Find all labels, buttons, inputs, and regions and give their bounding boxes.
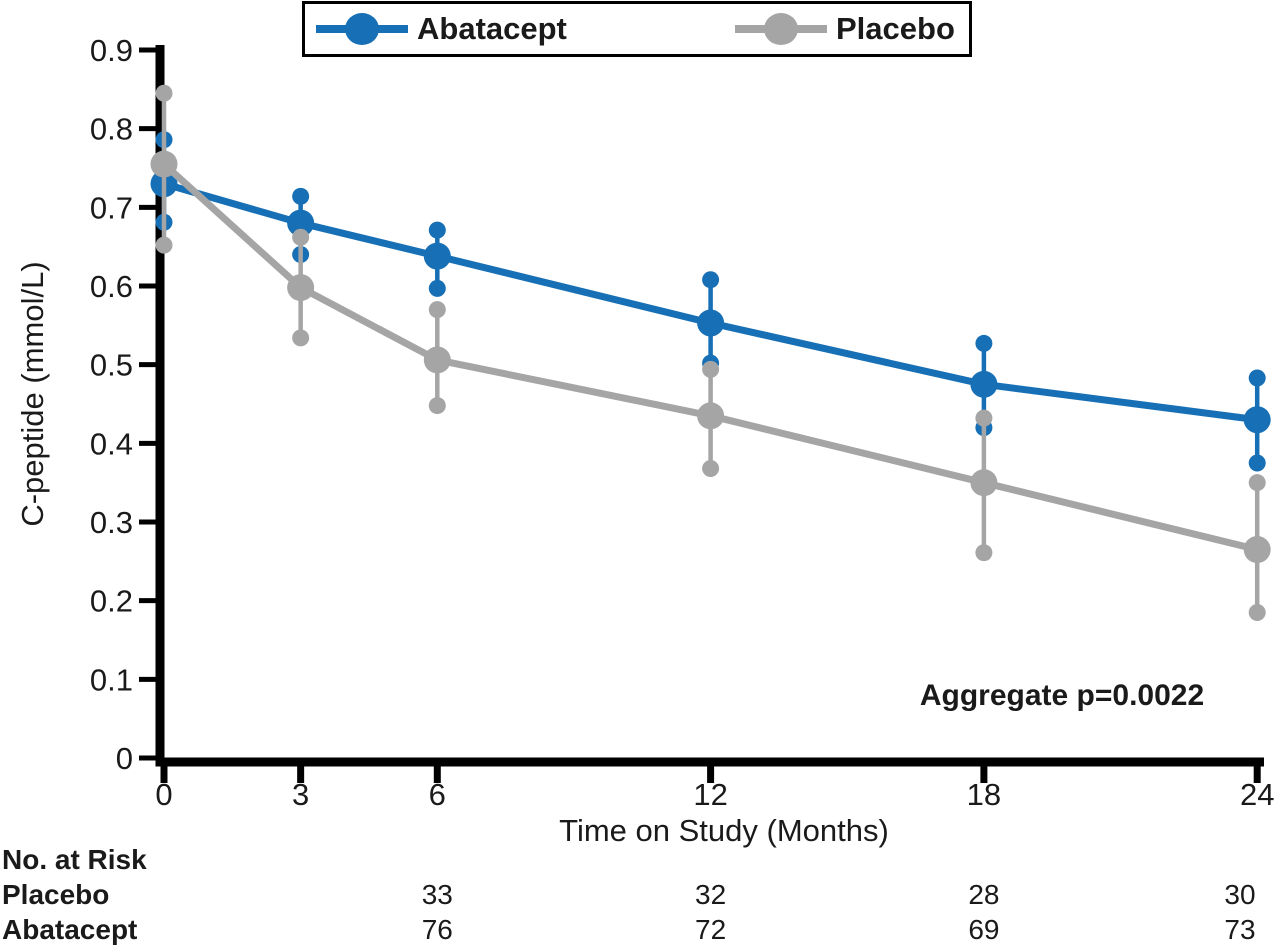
mean-dot-placebo	[697, 402, 725, 430]
y-tick-label: 0.9	[90, 33, 133, 68]
ci-upper-dot-placebo	[428, 301, 446, 319]
placebo-marker-icon	[735, 13, 827, 45]
y-tick-label: 0.1	[90, 662, 133, 697]
y-tick-label: 0.3	[90, 505, 133, 540]
ci-lower-dot-abatacept	[428, 279, 446, 297]
risk-row-label-placebo: Placebo	[2, 879, 110, 910]
ci-upper-dot-abatacept	[975, 334, 993, 352]
x-tick-label: 18	[967, 777, 1001, 812]
p-value-annotation: Aggregate p=0.0022	[919, 679, 1205, 712]
mean-dot-placebo	[287, 274, 315, 302]
trend-line-placebo	[161, 161, 1259, 553]
ci-upper-dot-placebo	[292, 228, 310, 246]
ci-lower-dot-placebo	[1248, 603, 1266, 621]
mean-dot-abatacept	[970, 370, 998, 398]
mean-dot-abatacept	[1243, 406, 1271, 434]
y-tick-label: 0.7	[90, 190, 133, 225]
mean-dot-abatacept	[287, 209, 315, 237]
ci-lower-dot-placebo	[155, 236, 173, 254]
ci-upper-dot-abatacept	[1248, 369, 1266, 387]
y-tick-label: 0.8	[90, 112, 133, 147]
y-tick-label: 0.4	[90, 426, 133, 461]
y-tick-label: 0.6	[90, 269, 133, 304]
ci-lower-dot-placebo	[428, 397, 446, 415]
legend-label-abatacept: Abatacept	[417, 11, 567, 46]
risk-value-placebo-m6: 33	[421, 879, 453, 910]
ci-upper-dot-placebo	[1248, 474, 1266, 492]
x-tick-label: 0	[155, 777, 172, 812]
legend: Abatacept Placebo	[302, 1, 972, 57]
ci-upper-dot-abatacept	[702, 271, 720, 289]
ci-lower-dot-placebo	[975, 544, 993, 562]
risk-value-abatacept-m24: 73	[1224, 914, 1256, 945]
x-tick-label: 3	[292, 777, 309, 812]
ci-lower-dot-abatacept	[1248, 454, 1266, 472]
y-axis-title: C-peptide (mmol/L)	[15, 261, 50, 527]
mean-dot-placebo	[150, 150, 178, 178]
mean-dot-abatacept	[423, 242, 451, 270]
risk-value-placebo-m12: 32	[695, 879, 727, 910]
risk-value-placebo-m18: 28	[968, 879, 1000, 910]
y-tick-label: 0.5	[90, 348, 133, 383]
legend-item-placebo: Placebo	[735, 4, 955, 54]
mean-dot-abatacept	[697, 309, 725, 337]
risk-row-label-abatacept: Abatacept	[2, 914, 138, 945]
ci-lower-dot-placebo	[292, 329, 310, 347]
x-axis-title: Time on Study (Months)	[559, 813, 889, 848]
risk-value-abatacept-m12: 72	[695, 914, 727, 945]
abatacept-marker-icon	[316, 13, 408, 45]
x-tick-label: 24	[1240, 777, 1274, 812]
ci-upper-dot-placebo	[702, 360, 720, 378]
mean-dot-placebo	[970, 469, 998, 497]
y-tick-label: 0	[116, 741, 133, 776]
ci-upper-dot-placebo	[155, 84, 173, 102]
mean-dot-placebo	[1243, 536, 1271, 564]
trend-line-abatacept	[163, 180, 1258, 424]
x-tick-label: 6	[429, 777, 446, 812]
risk-value-abatacept-m18: 69	[968, 914, 1000, 945]
risk-value-placebo-m24: 30	[1224, 879, 1256, 910]
y-tick-label: 0.2	[90, 584, 133, 619]
mean-dot-placebo	[423, 346, 451, 374]
risk-value-abatacept-m6: 76	[421, 914, 453, 945]
ci-upper-dot-abatacept	[292, 187, 310, 205]
risk-table-title: No. at Risk	[2, 844, 147, 875]
ci-lower-dot-placebo	[702, 460, 720, 478]
legend-label-placebo: Placebo	[836, 11, 955, 46]
legend-item-abatacept: Abatacept	[316, 4, 567, 54]
ci-upper-dot-abatacept	[428, 221, 446, 239]
x-tick-label: 12	[693, 777, 727, 812]
ci-upper-dot-placebo	[975, 409, 993, 427]
